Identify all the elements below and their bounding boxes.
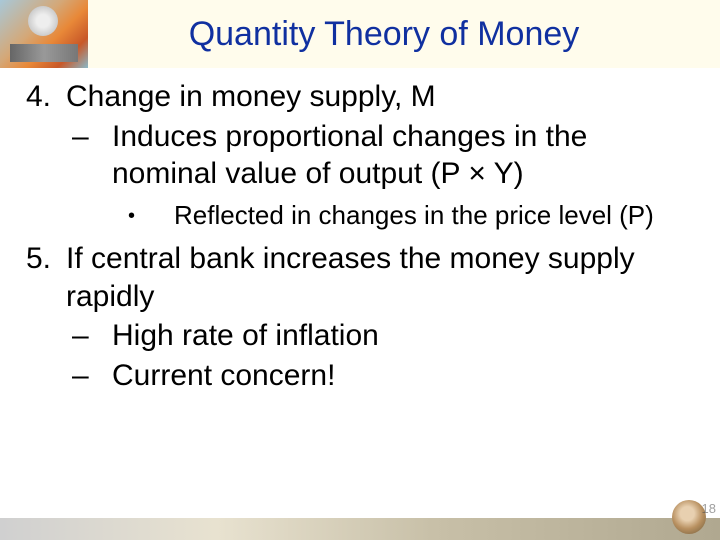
list-marker: 4.	[20, 78, 66, 116]
list-text: Reflected in changes in the price level …	[174, 199, 700, 233]
list-marker: –	[72, 357, 112, 395]
page-number: 18	[702, 501, 716, 516]
slide-title: Quantity Theory of Money	[88, 15, 720, 54]
list-item-4-sub-0: – Induces proportional changes in the no…	[72, 118, 700, 193]
list-marker: –	[72, 317, 112, 355]
list-marker: •	[128, 199, 174, 233]
footer-band	[0, 518, 720, 540]
list-text: Change in money supply, M	[66, 78, 700, 116]
title-band: Quantity Theory of Money	[0, 0, 720, 68]
list-item-5-sub-1: – Current concern!	[72, 357, 700, 395]
list-marker: –	[72, 118, 112, 193]
list-item-4: 4. Change in money supply, M	[20, 78, 700, 116]
slide-body: 4. Change in money supply, M – Induces p…	[20, 78, 700, 396]
list-text: Current concern!	[112, 357, 700, 395]
list-text: High rate of inflation	[112, 317, 700, 355]
list-text: Induces proportional changes in the nomi…	[112, 118, 700, 193]
list-marker: 5.	[20, 240, 66, 315]
header-image	[0, 0, 88, 68]
list-item-5: 5. If central bank increases the money s…	[20, 240, 700, 315]
list-item-5-sub-0: – High rate of inflation	[72, 317, 700, 355]
list-text: If central bank increases the money supp…	[66, 240, 700, 315]
list-item-4-sub-0-sub-0: • Reflected in changes in the price leve…	[128, 199, 700, 233]
